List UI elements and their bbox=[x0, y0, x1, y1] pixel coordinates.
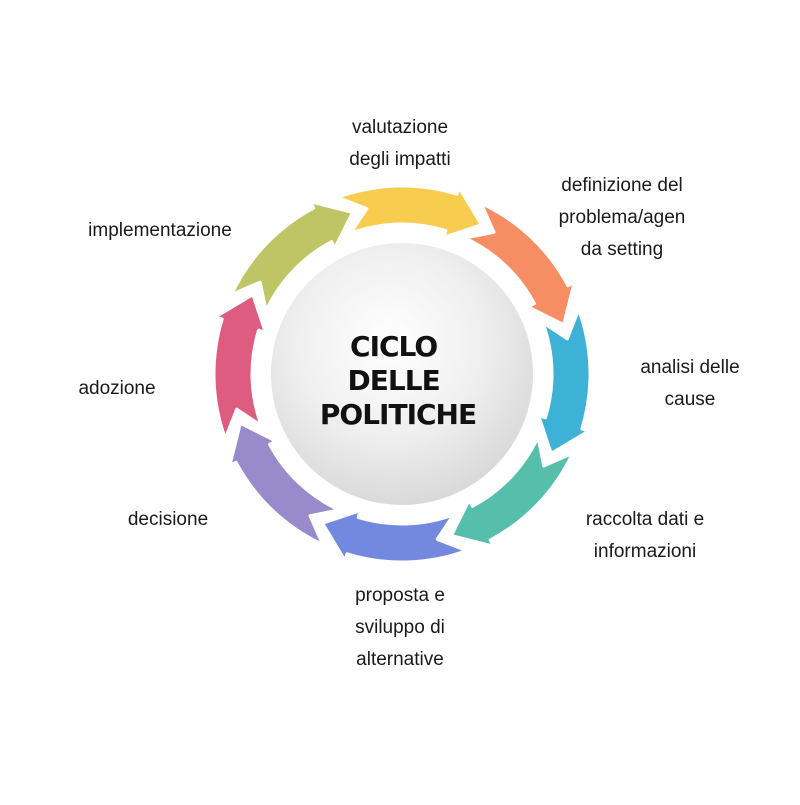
step-label-line: definizione del bbox=[561, 175, 683, 196]
step-label-implementazione: implementazione bbox=[60, 215, 260, 247]
center-circle bbox=[271, 243, 533, 505]
step-label-line: alternative bbox=[356, 649, 444, 670]
cycle-arrow-segment-1 bbox=[336, 184, 483, 239]
step-label-line: informazioni bbox=[593, 541, 697, 562]
step-label-valutazione: valutazione degli impatti bbox=[310, 112, 490, 176]
step-label-line: da setting bbox=[580, 239, 664, 260]
step-label-line: implementazione bbox=[88, 220, 232, 241]
step-label-line: adozione bbox=[78, 378, 156, 399]
cycle-arrow-segment-3 bbox=[537, 308, 592, 455]
cycle-arrow-segment-6 bbox=[228, 421, 341, 546]
step-label-line: proposta e bbox=[355, 585, 445, 606]
step-label-line: raccolta dati e bbox=[585, 509, 705, 530]
center-title-line-1: CICLO bbox=[350, 330, 437, 363]
step-label-line: valutazione bbox=[351, 117, 449, 138]
step-label-line: analisi delle bbox=[640, 357, 740, 378]
center-title: CICLO DELLE POLITICHE bbox=[320, 330, 476, 431]
cycle-arrow-segment-7 bbox=[212, 293, 267, 440]
step-label-line: cause bbox=[664, 389, 716, 410]
step-label-analisi: analisi delle cause bbox=[600, 352, 780, 416]
cycle-arrow-segment-8 bbox=[230, 200, 355, 313]
step-label-raccolta: raccolta dati e informazioni bbox=[545, 504, 745, 568]
cycle-arrow-segment-2 bbox=[463, 202, 576, 327]
step-label-line: degli impatti bbox=[349, 149, 451, 170]
center-title-line-2: DELLE bbox=[348, 364, 440, 397]
step-label-line: decisione bbox=[127, 509, 209, 530]
step-label-decisione: decisione bbox=[78, 504, 258, 536]
step-label-line: sviluppo di bbox=[355, 617, 445, 638]
step-label-definizione: definizione del problema/agen da setting bbox=[532, 170, 712, 266]
center-title-line-3: POLITICHE bbox=[320, 398, 476, 431]
cycle-arrows bbox=[212, 184, 592, 564]
cycle-arrow-segment-4 bbox=[449, 435, 574, 548]
step-label-adozione: adozione bbox=[27, 373, 207, 405]
cycle-arrow-segment-5 bbox=[321, 509, 468, 564]
step-label-proposta: proposta e sviluppo di alternative bbox=[310, 580, 490, 676]
step-label-line: problema/agen bbox=[558, 207, 686, 228]
